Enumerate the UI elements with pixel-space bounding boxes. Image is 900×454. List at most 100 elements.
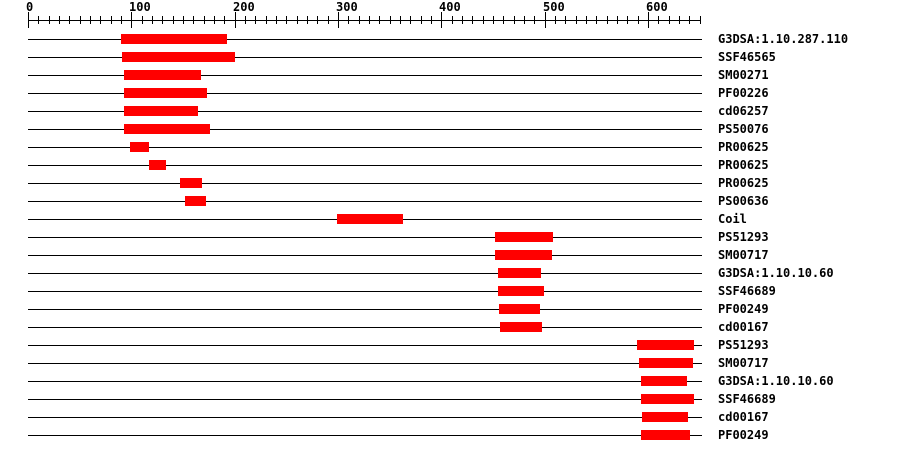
domain-accession-label: PS00636	[718, 194, 769, 208]
ruler-tick-major	[235, 12, 236, 28]
sequence-backbone-line	[28, 291, 702, 292]
sequence-backbone-line	[28, 183, 702, 184]
domain-bar[interactable]	[124, 106, 198, 116]
ruler-tick-minor	[142, 16, 143, 24]
ruler-tick-minor	[462, 16, 463, 24]
ruler-tick-label: 600	[646, 0, 668, 14]
ruler-tick-minor	[152, 16, 153, 24]
domain-accession-label: Coil	[718, 212, 747, 226]
domain-bar[interactable]	[498, 286, 544, 296]
ruler-tick-minor	[410, 16, 411, 24]
domain-accession-label: PR00625	[718, 158, 769, 172]
domain-bar[interactable]	[130, 142, 149, 152]
domain-bar[interactable]	[495, 232, 553, 242]
sequence-backbone-line	[28, 57, 702, 58]
domain-bar[interactable]	[124, 124, 210, 134]
ruler-tick-major	[28, 12, 29, 28]
domain-accession-label: cd00167	[718, 410, 769, 424]
domain-accession-label: G3DSA:1.10.10.60	[718, 266, 834, 280]
ruler-tick-minor	[307, 16, 308, 24]
domain-accession-label: PR00625	[718, 140, 769, 154]
domain-bar[interactable]	[149, 160, 166, 170]
ruler-tick-minor	[286, 16, 287, 24]
ruler-tick-major	[648, 12, 649, 28]
ruler-tick-minor	[379, 16, 380, 24]
domain-bar[interactable]	[185, 196, 206, 206]
domain-bar[interactable]	[495, 250, 552, 260]
domain-bar[interactable]	[337, 214, 403, 224]
ruler-tick-major	[131, 12, 132, 28]
sequence-backbone-line	[28, 273, 702, 274]
sequence-backbone-line	[28, 75, 702, 76]
ruler-tick-minor	[638, 16, 639, 24]
sequence-backbone-line	[28, 39, 702, 40]
sequence-backbone-line	[28, 345, 702, 346]
ruler-tick-major	[545, 12, 546, 28]
ruler-tick-minor	[266, 16, 267, 24]
ruler-tick-minor	[514, 16, 515, 24]
ruler-tick-minor	[400, 16, 401, 24]
domain-bar[interactable]	[124, 70, 201, 80]
domain-accession-label: SSF46689	[718, 284, 776, 298]
domain-accession-label: PF00249	[718, 428, 769, 442]
sequence-backbone-line	[28, 327, 702, 328]
domain-bar[interactable]	[180, 178, 202, 188]
ruler-tick-minor	[162, 16, 163, 24]
ruler-tick-minor	[617, 16, 618, 24]
domain-bar[interactable]	[641, 394, 694, 404]
domain-accession-label: SSF46565	[718, 50, 776, 64]
domain-accession-label: cd00167	[718, 320, 769, 334]
ruler-tick-minor	[214, 16, 215, 24]
sequence-backbone-line	[28, 381, 702, 382]
domain-bar[interactable]	[499, 304, 540, 314]
sequence-backbone-line	[28, 165, 702, 166]
domain-bar[interactable]	[498, 268, 541, 278]
ruler-tick-minor	[183, 16, 184, 24]
sequence-backbone-line	[28, 111, 702, 112]
ruler-tick-minor	[255, 16, 256, 24]
ruler-tick-label: 300	[336, 0, 358, 14]
ruler-tick-minor	[204, 16, 205, 24]
ruler-tick-label: 400	[439, 0, 461, 14]
ruler-tick-minor	[493, 16, 494, 24]
ruler-tick-label: 500	[543, 0, 565, 14]
sequence-backbone-line	[28, 201, 702, 202]
ruler-tick-minor	[669, 16, 670, 24]
domain-bar[interactable]	[641, 430, 690, 440]
domain-bar[interactable]	[642, 412, 688, 422]
domain-accession-label: PS51293	[718, 338, 769, 352]
domain-accession-label: PF00249	[718, 302, 769, 316]
domain-accession-label: PF00226	[718, 86, 769, 100]
ruler-tick-minor	[173, 16, 174, 24]
sequence-backbone-line	[28, 435, 702, 436]
ruler-tick-minor	[596, 16, 597, 24]
ruler-tick-minor	[317, 16, 318, 24]
ruler-tick-minor	[276, 16, 277, 24]
ruler-tick-minor	[49, 16, 50, 24]
ruler-tick-minor	[38, 16, 39, 24]
ruler-tick-label: 100	[129, 0, 151, 14]
ruler-tick-minor	[245, 16, 246, 24]
domain-bar[interactable]	[641, 376, 687, 386]
domain-accession-label: PS51293	[718, 230, 769, 244]
sequence-backbone-line	[28, 363, 702, 364]
domain-bar[interactable]	[637, 340, 694, 350]
ruler-tick-minor	[483, 16, 484, 24]
domain-accession-label: G3DSA:1.10.287.110	[718, 32, 849, 46]
domain-bar[interactable]	[500, 322, 542, 332]
ruler-tick-minor	[348, 16, 349, 24]
ruler-tick-minor	[121, 16, 122, 24]
sequence-backbone-line	[28, 237, 702, 238]
ruler-tick-minor	[111, 16, 112, 24]
ruler-tick-minor	[369, 16, 370, 24]
domain-accession-label: PR00625	[718, 176, 769, 190]
ruler-tick-minor	[90, 16, 91, 24]
ruler-tick-minor	[297, 16, 298, 24]
domain-bar[interactable]	[121, 34, 227, 44]
domain-bar[interactable]	[124, 88, 207, 98]
domain-bar[interactable]	[639, 358, 693, 368]
domain-bar[interactable]	[122, 52, 235, 62]
sequence-backbone-line	[28, 255, 702, 256]
ruler-tick-minor	[689, 16, 690, 24]
